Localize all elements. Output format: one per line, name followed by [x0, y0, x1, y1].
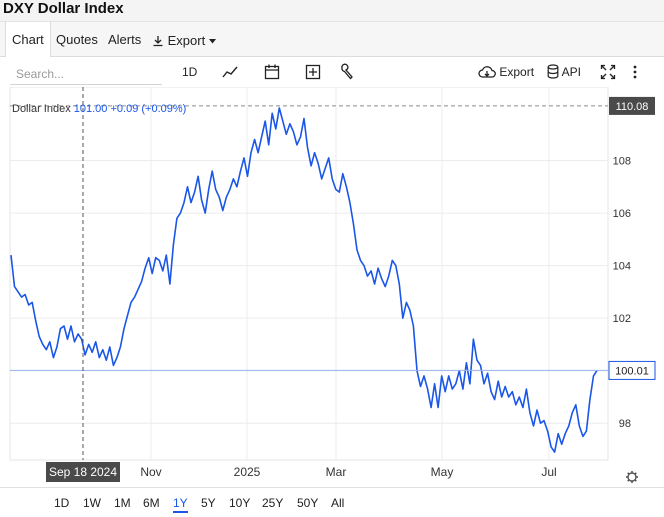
range-button-25y[interactable]: 25Y: [262, 496, 284, 510]
tab-export-label: Export: [167, 33, 206, 48]
api-button[interactable]: API: [547, 62, 581, 82]
chart-area[interactable]: 98100102104106108Nov2025MarMayJul Sep 18…: [0, 87, 664, 487]
y-tick-label: 102: [613, 313, 631, 325]
more-vertical-icon[interactable]: [631, 62, 639, 82]
crosshair-date-label: Sep 18 2024: [49, 465, 117, 479]
x-tick-label: Nov: [140, 465, 161, 479]
y-tick-label: 106: [613, 208, 631, 220]
search-input[interactable]: [10, 63, 162, 85]
chart-legend: Dollar Index 101.00 +0.09 (+0.09%): [12, 103, 186, 115]
legend-series-name: Dollar Index: [12, 103, 71, 115]
series-line-group: [10, 107, 598, 453]
range-button-1w[interactable]: 1W: [83, 496, 101, 510]
tab-export[interactable]: Export: [152, 22, 216, 57]
range-button-6m[interactable]: 6M: [143, 496, 160, 510]
tab-chart[interactable]: Chart: [5, 22, 51, 58]
gear-icon[interactable]: [626, 471, 638, 483]
series-line: [10, 107, 598, 453]
x-tick-label: Mar: [326, 465, 347, 479]
legend-change: +0.09 (+0.09%): [110, 103, 187, 115]
tab-bar: Chart Quotes Alerts Export: [0, 22, 664, 58]
y-tick-label: 98: [619, 418, 631, 430]
range-button-5y[interactable]: 5Y: [201, 496, 216, 510]
legend-value: 101.00: [73, 103, 108, 115]
range-button-1y[interactable]: 1Y: [173, 495, 188, 513]
range-button-1m[interactable]: 1M: [114, 496, 131, 510]
last-price-label: 100.01: [615, 365, 649, 377]
range-button-10y[interactable]: 10Y: [229, 496, 251, 510]
cloud-download-icon: [478, 65, 496, 79]
calendar-icon[interactable]: [264, 62, 280, 82]
api-label: API: [561, 65, 582, 79]
export-button[interactable]: Export: [478, 62, 534, 82]
database-icon: [547, 64, 559, 79]
x-tick-label: 2025: [234, 465, 261, 479]
y-tick-label: 108: [613, 156, 631, 168]
title-bar: DXY Dollar Index: [0, 0, 664, 22]
crosshair-date-box: [46, 462, 120, 482]
range-button-all[interactable]: All: [331, 496, 345, 510]
chart-overlays: Sep 18 2024 110.08 100.01: [10, 87, 656, 483]
download-icon: [152, 25, 164, 60]
chart-axes: 98100102104106108Nov2025MarMayJul: [140, 156, 631, 479]
fullscreen-icon[interactable]: [600, 62, 616, 82]
price-chart[interactable]: 98100102104106108Nov2025MarMayJul Sep 18…: [0, 87, 664, 487]
range-selector: 1D 1W 1M 6M 1Y 5Y 10Y 25Y 50Y All: [0, 487, 664, 517]
plot-frame: [9, 87, 609, 461]
caret-down-icon: [208, 22, 216, 57]
last-price-tag: [608, 360, 656, 380]
export-label: Export: [499, 65, 535, 79]
tab-quotes[interactable]: Quotes: [56, 32, 98, 47]
chart-toolbar: 1D Export API: [0, 57, 664, 87]
y-tick-label: 104: [613, 261, 631, 273]
range-button-50y[interactable]: 50Y: [297, 496, 319, 510]
line-chart-icon[interactable]: [222, 62, 238, 82]
x-tick-label: May: [431, 465, 454, 479]
chart-grid: [9, 87, 609, 461]
x-tick-label: Jul: [541, 465, 556, 479]
page-title: DXY Dollar Index: [3, 0, 124, 17]
tab-alerts[interactable]: Alerts: [108, 32, 142, 47]
range-button-1d[interactable]: 1D: [54, 496, 70, 510]
wrench-icon[interactable]: [339, 62, 355, 82]
high-price-label: 110.08: [616, 101, 649, 113]
high-price-tag: [609, 96, 655, 115]
plus-box-icon[interactable]: [305, 62, 321, 82]
interval-button[interactable]: 1D: [182, 65, 198, 79]
